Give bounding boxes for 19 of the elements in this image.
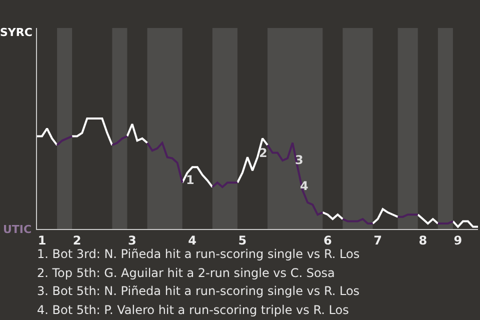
annotation: 3 bbox=[295, 153, 304, 167]
text: 1. Bot 3rd: N. Piñeda hit a run-scoring single vs R. Los bbox=[37, 247, 360, 261]
x-tick-label: 8 bbox=[418, 233, 428, 248]
text: SYRC bbox=[0, 26, 32, 39]
text: UTIC bbox=[3, 223, 32, 236]
x-tick-label: 2 bbox=[72, 233, 82, 248]
x-tick-label: 9 bbox=[454, 233, 462, 248]
text: 3. Bot 5th: N. Piñeda hit a run-scoring single vs R. Los bbox=[37, 284, 360, 298]
x-tick-label: 7 bbox=[374, 233, 382, 248]
annotation: 4 bbox=[300, 179, 308, 193]
x-tick-label: 5 bbox=[238, 233, 247, 248]
annotation: 1 bbox=[186, 173, 194, 187]
text: 4. Bot 5th: P. Valero hit a run-scoring triple vs R. Los bbox=[37, 303, 349, 317]
x-tick-label: 4 bbox=[188, 233, 197, 248]
x-tick-label: 6 bbox=[323, 233, 332, 248]
text: 2. Top 5th: G. Aguilar hit a 2-run single vs C. Sosa bbox=[37, 266, 335, 280]
x-tick-label: 1 bbox=[38, 233, 46, 248]
x-tick-label: 3 bbox=[128, 233, 136, 248]
annotation: 2 bbox=[259, 146, 268, 160]
